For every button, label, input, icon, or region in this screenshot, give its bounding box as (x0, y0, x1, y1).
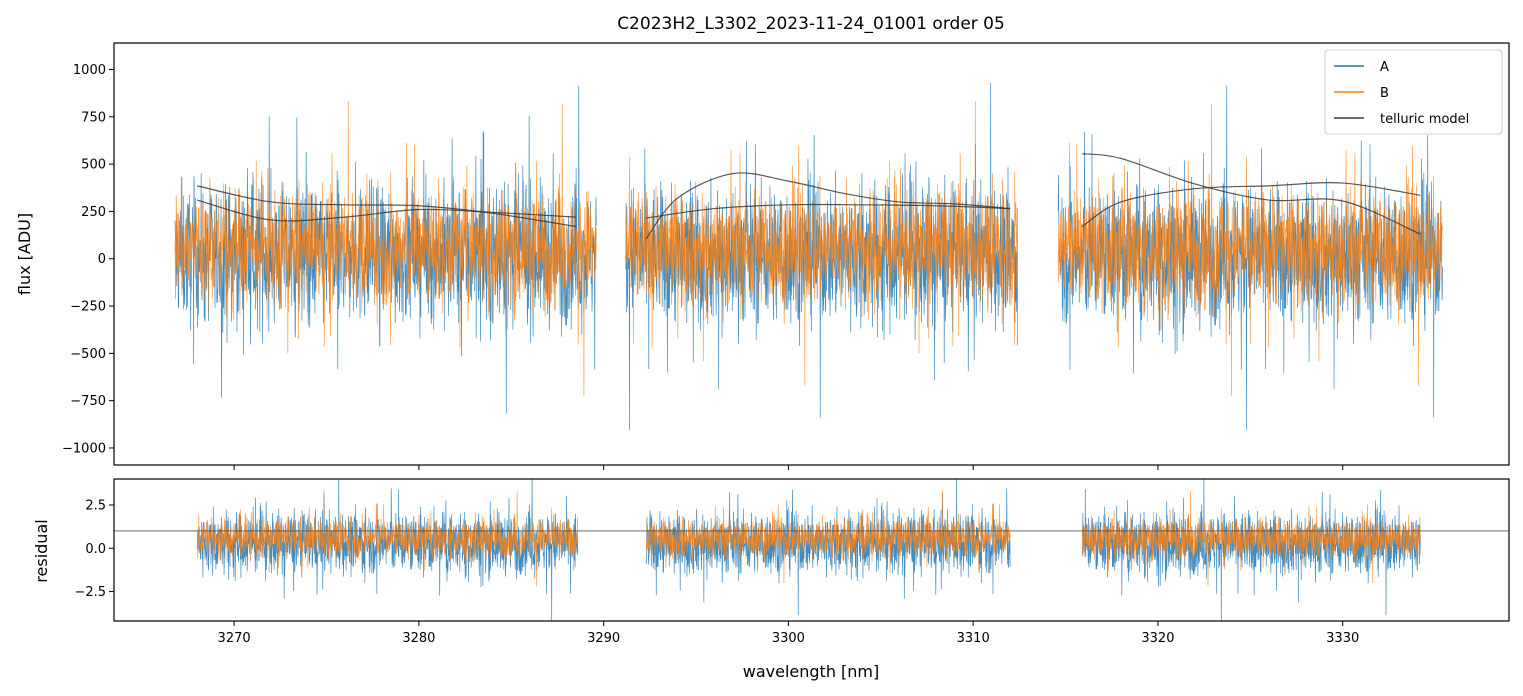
main-y-tick-label: −500 (70, 347, 106, 362)
main-y-tick-label: 0 (98, 252, 106, 267)
main-axes-frame (113, 42, 1510, 466)
legend-label-b: B (1380, 86, 1389, 101)
legend-box (1324, 49, 1503, 135)
residual-x-axis: 3270 3280 3290 3300 3310 3320 3330 (218, 621, 1359, 646)
residual-panel: −2.50.02.5 3270 3280 3290 3300 3310 3320 3330 … (32, 478, 1510, 681)
legend: A B telluric model (1324, 49, 1503, 135)
residual-series-b (196, 490, 1421, 587)
telluric-model-curve-3 (645, 172, 1011, 240)
main-y-axis: −1000 −750 −500 −250 0 250 500 750 1000 (62, 63, 114, 456)
residual-y-tick-label: −2.5 (74, 585, 106, 600)
residual-x-tick-label: 3310 (957, 631, 990, 646)
residual-x-tick-label: 3300 (772, 631, 805, 646)
telluric-model-curve-2 (197, 185, 577, 228)
main-y-tick-label: 750 (81, 110, 106, 125)
x-axis-label: wavelength [nm] (743, 662, 880, 681)
telluric-model-curve-5 (1082, 153, 1421, 235)
main-plot-area (174, 83, 1443, 430)
residual-x-tick-label: 3270 (218, 631, 251, 646)
main-y-tick-label: 1000 (73, 63, 106, 78)
legend-label-telluric: telluric model (1380, 112, 1469, 127)
chart-title: C2023H2_L3302_2023-11-24_01001 order 05 (617, 14, 1005, 34)
residual-y-tick-label: 0.0 (85, 542, 106, 557)
main-y-tick-label: −250 (70, 300, 106, 315)
residual-plot-area (114, 479, 1509, 621)
residual-axes-frame (113, 478, 1510, 622)
residual-y-axis-label: residual (32, 519, 51, 582)
main-series-telluric-model (196, 153, 1421, 240)
main-series-b-segment-3 (1057, 104, 1443, 396)
telluric-model-curve-4 (646, 203, 1011, 219)
residual-x-tick-label: 3320 (1141, 631, 1174, 646)
main-y-tick-label: 500 (81, 158, 106, 173)
main-series-b-segment-1 (174, 101, 597, 396)
main-y-axis-label: flux [ADU] (15, 213, 34, 295)
main-panel: −1000 −750 −500 −250 0 250 500 750 1000 flux [AD… (15, 42, 1510, 470)
main-y-tick-label: 250 (81, 205, 106, 220)
residual-y-axis: −2.5 0.0 2.5 (74, 498, 114, 600)
residual-series-b-segment-1 (196, 490, 579, 587)
residual-x-tick-label: 3330 (1326, 631, 1359, 646)
residual-series-b-segment-2 (645, 490, 1011, 583)
main-y-tick-label: −750 (70, 394, 106, 409)
main-series-b-segment-2 (625, 101, 1018, 386)
telluric-model-curve-1 (196, 199, 576, 222)
residual-series-b-segment-3 (1081, 491, 1421, 587)
residual-x-tick-label: 3290 (587, 631, 620, 646)
residual-y-tick-label: 2.5 (85, 498, 106, 513)
telluric-model-curve-6 (1081, 182, 1421, 228)
main-y-tick-label: −1000 (62, 441, 106, 456)
legend-label-a: A (1380, 60, 1389, 75)
residual-x-tick-label: 3280 (402, 631, 435, 646)
residual-series-a-segment-3 (1081, 479, 1421, 621)
main-x-axis (233, 465, 1344, 470)
main-series-b (174, 101, 1443, 396)
